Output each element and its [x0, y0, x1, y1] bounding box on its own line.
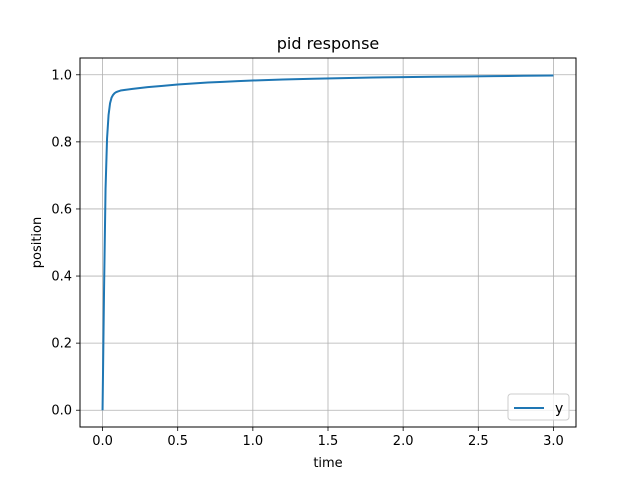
legend: y — [507, 393, 570, 421]
y-tick-label: 0.2 — [51, 337, 72, 352]
y-tick-label: 0.6 — [51, 202, 72, 217]
y-axis-label: position — [30, 217, 45, 269]
series-line-y — [101, 74, 554, 411]
chart-title: pid response — [277, 34, 380, 53]
ticks: 0.0 0.5 1.0 1.5 2.0 2.5 3.0 0.0 0.2 0.4 0.6 0.8 1.0 — [51, 68, 563, 449]
x-tick-label: 2.0 — [393, 434, 414, 449]
legend-label-y: y — [555, 401, 563, 417]
y-tick-label: 0.8 — [51, 135, 72, 150]
x-tick-label: 1.0 — [243, 434, 264, 449]
x-axis-label: time — [313, 456, 342, 471]
y-tick-label: 1.0 — [51, 68, 72, 83]
x-tick-label: 1.5 — [318, 434, 339, 449]
x-tick-label: 3.0 — [543, 434, 564, 449]
x-tick-label: 0.5 — [167, 434, 188, 449]
x-tick-label: 0.0 — [92, 434, 113, 449]
grid — [80, 58, 576, 427]
series-layer — [101, 74, 554, 411]
y-tick-label: 0.4 — [51, 270, 72, 285]
x-tick-label: 2.5 — [468, 434, 489, 449]
y-tick-label: 0.0 — [51, 404, 72, 419]
